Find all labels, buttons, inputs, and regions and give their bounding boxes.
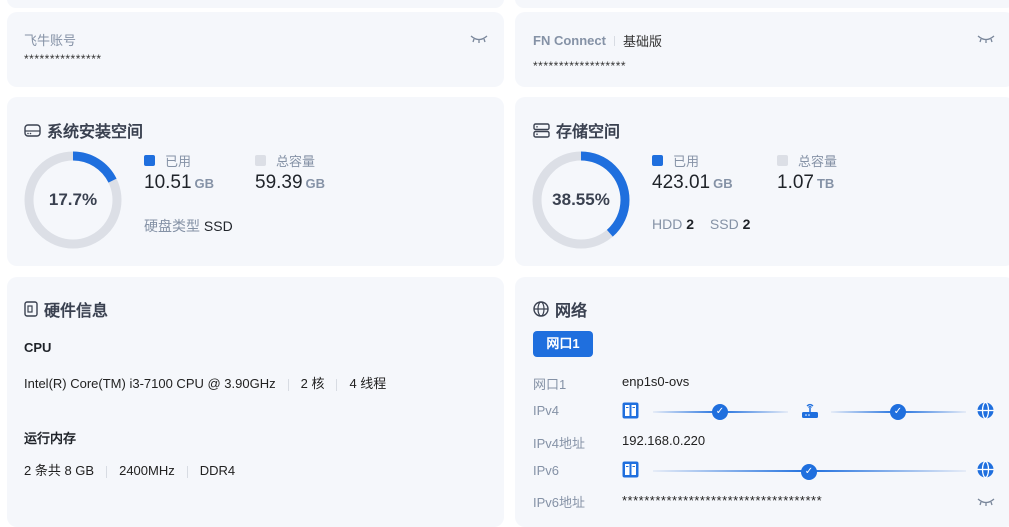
total-unit: GB (305, 176, 326, 191)
router-icon (802, 403, 818, 418)
system-space-card: 系统安装空间 17.7% 已用 10.51 GB 总容量 59.39 GB 硬盘类型… (7, 97, 504, 266)
account-label: 飞牛账号 (24, 33, 77, 48)
storage-title: 存储空间 (556, 124, 621, 141)
storage-card: 存储空间 38.55% 已用 423.01 GB 总容量 1.07 TB HDD 2… (515, 97, 1009, 266)
hdd-label: HDD (652, 216, 683, 232)
eye-closed-icon[interactable] (977, 34, 995, 44)
port-value: enp1s0-ovs (622, 374, 690, 389)
globe-icon (533, 301, 549, 317)
divider (336, 378, 338, 391)
total-label: 总容量 (276, 154, 316, 169)
total-value: 59.39 (255, 172, 303, 193)
account-value: *************** (24, 52, 102, 66)
total-label: 总容量 (798, 154, 838, 169)
top-card (7, 0, 504, 8)
total-legend-swatch (255, 155, 266, 166)
eye-closed-icon[interactable] (977, 497, 995, 507)
hardware-card: 硬件信息 CPU Intel(R) Core(TM) i3-7100 CPU @… (7, 277, 504, 527)
system-percent: 17.7% (48, 190, 98, 209)
divider (106, 465, 108, 478)
internet-globe-icon (977, 461, 994, 478)
disk-type: SSD (203, 218, 233, 234)
account-card: 飞牛账号 *************** (7, 12, 504, 87)
used-legend-swatch (144, 155, 155, 166)
internet-globe-icon (977, 402, 994, 419)
network-title: 网络 (555, 303, 588, 320)
used-value: 423.01 (652, 172, 711, 193)
top-card-right (515, 0, 1009, 8)
check-icon: ✓ (801, 464, 817, 480)
nas-device-icon (622, 461, 639, 478)
memory-size: 2 条共 8 GB (24, 463, 95, 478)
ipv6-label: IPv6 (533, 463, 560, 478)
cpu-label: CPU (24, 340, 52, 355)
ipv4-label: IPv4 (533, 403, 560, 418)
ipv4-address: 192.168.0.220 (622, 433, 706, 448)
cpu-threads: 4 线程 (349, 376, 387, 391)
total-unit: TB (816, 176, 835, 191)
storage-server-icon (533, 122, 550, 138)
connect-card: FN Connect 基础版 ****************** (515, 12, 1009, 87)
used-label: 已用 (165, 154, 192, 169)
ipv6-address: ************************************ (622, 493, 823, 508)
cpu-model: Intel(R) Core(TM) i3-7100 CPU @ 3.90GHz (24, 376, 276, 391)
ipv4-address-label: IPv4地址 (533, 436, 586, 451)
check-icon: ✓ (712, 404, 728, 420)
divider (613, 35, 615, 46)
connect-edition: 基础版 (622, 34, 662, 49)
connect-label: FN Connect (533, 33, 606, 48)
total-value: 1.07 (777, 172, 814, 193)
used-unit: GB (194, 176, 215, 191)
used-label: 已用 (673, 154, 700, 169)
hard-drive-icon (24, 123, 41, 137)
hardware-icon (24, 301, 38, 317)
ssd-label: SSD (709, 216, 739, 232)
cpu-cores: 2 核 (300, 376, 325, 391)
check-icon: ✓ (890, 404, 906, 420)
system-space-title: 系统安装空间 (47, 124, 144, 141)
used-value: 10.51 (144, 172, 192, 193)
system-space-donut (24, 151, 122, 249)
connect-value: ****************** (533, 59, 627, 73)
used-unit: GB (713, 176, 733, 191)
disk-type-label: 硬盘类型 (144, 218, 200, 234)
divider (287, 378, 289, 391)
ipv6-address-label: IPv6地址 (533, 495, 586, 510)
memory-type: DDR4 (199, 463, 236, 478)
hdd-count: 2 (686, 216, 695, 232)
used-arc (24, 151, 122, 249)
tab-port-1[interactable]: 网口1 (533, 331, 593, 357)
used-arc (532, 151, 630, 249)
network-card: 网络 网口1 网口1 enp1s0-ovs IPv4 ✓ ✓ IPv4地址 19… (515, 277, 1009, 527)
memory-label: 运行内存 (24, 431, 77, 446)
port-label: 网口1 (533, 377, 567, 392)
used-legend-swatch (652, 155, 663, 166)
memory-speed: 2400MHz (119, 463, 175, 478)
divider (186, 465, 188, 478)
eye-closed-icon[interactable] (470, 34, 488, 44)
total-legend-swatch (777, 155, 788, 166)
ssd-count: 2 (742, 216, 751, 232)
storage-percent: 38.55% (552, 190, 610, 209)
storage-donut (532, 151, 630, 249)
nas-device-icon (622, 402, 639, 419)
hardware-title: 硬件信息 (44, 303, 109, 320)
